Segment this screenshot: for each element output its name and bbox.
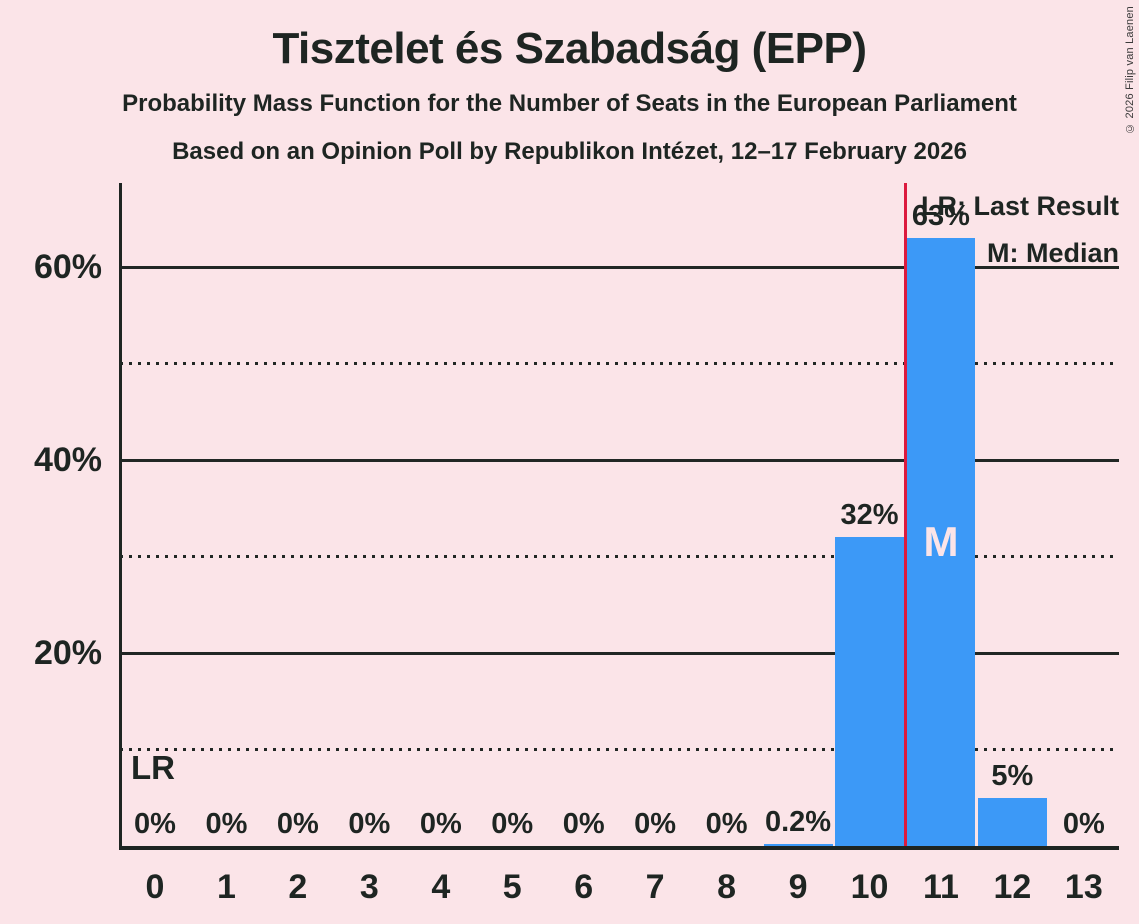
gridline-solid-60 [120, 265, 1119, 269]
x-tick-label-6: 6 [574, 868, 594, 906]
bar-value-label-10: 32% [840, 499, 899, 532]
bar-seats-12 [977, 797, 1047, 846]
x-axis [119, 846, 1119, 850]
last-result-label: LR [131, 749, 175, 786]
bar-value-label-5: 0% [491, 808, 534, 840]
bar-value-label-0: 0% [134, 808, 176, 840]
bar-value-label-4: 0% [419, 808, 462, 840]
bar-value-label-3: 0% [348, 808, 391, 840]
y-tick-label-40: 40% [33, 441, 102, 479]
plot-area: 0% 0% 0% 0% 0% 0% 0% 0% 0% 0.2% 32% 63% 5% 0% M [120, 183, 1119, 846]
x-tick-label-10: 10 [850, 868, 889, 906]
bar-value-label-9: 0.2% [764, 806, 832, 838]
bar-seats-10 [835, 537, 904, 846]
y-axis [119, 183, 122, 850]
x-tick-label-8: 8 [717, 868, 737, 906]
bar-value-label-1: 0% [205, 808, 248, 840]
chart-source-line: Based on an Opinion Poll by Republikon I… [172, 138, 967, 165]
x-tick-label-3: 3 [359, 868, 379, 906]
x-tick-label-12: 12 [993, 868, 1032, 906]
gridline-dotted-30 [120, 555, 1119, 558]
chart-title: Tisztelet és Szabadság (EPP) [272, 24, 867, 73]
y-tick-label-20: 20% [33, 634, 102, 672]
y-tick-label-60: 60% [33, 248, 102, 286]
bar-seats-9 [763, 844, 833, 846]
copyright-text: © 2026 Filip van Laenen [1124, 6, 1136, 134]
x-tick-label-7: 7 [645, 868, 665, 906]
bar-value-label-6: 0% [562, 808, 605, 840]
bar-value-label-8: 0% [705, 808, 748, 840]
gridline-solid-40 [120, 458, 1119, 462]
x-tick-label-0: 0 [145, 868, 165, 906]
last-result-line [903, 183, 907, 846]
x-tick-label-1: 1 [216, 868, 236, 906]
bar-value-label-7: 0% [634, 808, 677, 840]
x-tick-label-4: 4 [431, 868, 451, 906]
x-tick-label-11: 11 [922, 868, 959, 906]
gridline-dotted-10 [120, 748, 1119, 751]
x-tick-label-9: 9 [788, 868, 808, 906]
bar-value-label-2: 0% [276, 808, 319, 840]
bar-value-label-12: 5% [991, 759, 1034, 792]
legend-median: M: Median [987, 238, 1119, 268]
chart-subtitle: Probability Mass Function for the Number… [122, 90, 1017, 117]
x-tick-label-13: 13 [1064, 868, 1103, 906]
legend: LR: Last Result M: Median [921, 183, 1119, 277]
x-tick-label-2: 2 [288, 868, 308, 906]
x-tick-label-5: 5 [502, 868, 522, 906]
bar-value-label-13: 0% [1062, 808, 1105, 840]
bar-seats-11 [906, 238, 976, 846]
legend-last-result: LR: Last Result [920, 191, 1119, 221]
gridline-dotted-50 [120, 362, 1119, 365]
gridline-solid-20 [120, 651, 1119, 655]
bar-value-label-11: 63% [911, 200, 970, 233]
median-marker: M [923, 518, 959, 566]
